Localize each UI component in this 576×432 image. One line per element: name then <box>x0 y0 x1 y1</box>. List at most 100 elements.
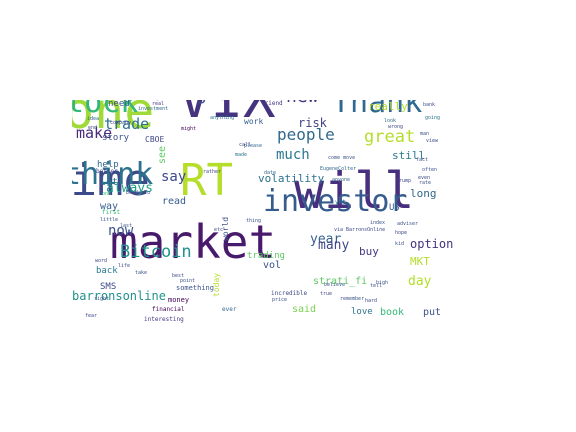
word-believe-94: believe <box>324 281 346 288</box>
word-point-92: point <box>180 277 196 284</box>
word-work-52: work <box>244 117 264 127</box>
word-kid-114: kid <box>395 240 405 247</box>
word-something-53: something <box>176 284 214 293</box>
word-now-20: now <box>108 223 134 240</box>
word-volatility-28: volatility <box>258 171 325 185</box>
word-price-67: price <box>272 296 288 303</box>
word-bank-80: bank <box>423 101 436 108</box>
word-often-108: often <box>422 166 438 173</box>
word-real-78: real <box>152 100 165 107</box>
word-think-8: think <box>72 156 154 192</box>
word-look-82: look <box>384 117 397 124</box>
word-date-75: date <box>264 169 277 176</box>
word-vix-2: VIX <box>178 100 276 126</box>
word-better-63: better <box>96 167 118 175</box>
word-buy-34: buy <box>359 244 379 258</box>
word-say-18: say <box>161 169 187 186</box>
word-world-55: world <box>221 217 230 242</box>
word-make-16: make <box>76 124 113 143</box>
word-ever-66: ever <box>222 305 237 313</box>
word-maxnrgmax-11: maxnrgmax <box>142 100 240 104</box>
word-cloud: marketwillVIXonetimeRTstockThankthinkinv… <box>72 100 504 330</box>
word-anything-71: anything <box>210 114 235 121</box>
word-thing-70: thing <box>246 217 262 224</box>
word-fear-102: fear <box>85 312 98 319</box>
word-thank-7: Thank <box>332 100 423 120</box>
word-yet-65: yet <box>335 198 346 206</box>
word-trade-17: trade <box>104 115 150 134</box>
word-day-25: day <box>408 273 432 289</box>
word-please-76: please <box>244 142 263 149</box>
word-made-74: made <box>235 151 248 158</box>
word-tell-98: tell <box>370 282 383 289</box>
word-best-91: best <box>172 272 185 279</box>
word-many-24: many <box>318 237 350 253</box>
word-might-69: might <box>181 125 197 132</box>
word-incredible-58: incredible <box>271 289 308 297</box>
word-stock-6: stock <box>72 100 139 120</box>
word-rate-85: rate <box>419 179 432 186</box>
word-end-115: end <box>88 124 98 131</box>
word-market-0: market <box>110 214 277 269</box>
word-going-81: going <box>425 114 441 121</box>
word-long-32: long <box>410 186 437 200</box>
word-love-37: love <box>351 307 373 318</box>
word-etc-93: etc <box>214 226 224 233</box>
word-little-105: little <box>100 216 119 223</box>
word-investment-62: investment <box>138 105 169 112</box>
word-fact-83: fact <box>416 156 429 163</box>
word-back-46: back <box>96 266 118 277</box>
word-take-103: take <box>135 269 148 276</box>
word-always-22: always <box>106 180 153 196</box>
word-dondorvu-116: DondorVu <box>126 189 151 196</box>
word-money-54: money <box>168 296 190 305</box>
word-via-barronsonline-88: via BarronsOnline <box>334 226 386 233</box>
word-first-64: first <box>102 208 121 216</box>
word-hope-113: hope <box>395 229 408 236</box>
word-vol-41: vol <box>263 259 282 271</box>
word-anyone-72: anyone <box>332 176 351 183</box>
word-us-56: US <box>389 203 400 214</box>
word-cboe-49: CBOE <box>145 135 165 145</box>
word-remember-96: remember <box>340 295 365 302</box>
word-great-14: great <box>364 126 416 147</box>
word-trump-86: Trump <box>396 177 412 184</box>
word-friend-59: friend <box>261 100 283 107</box>
word-mkt-33: MKT <box>410 254 430 268</box>
word-today-57: today <box>212 273 221 298</box>
word-company-77: company <box>110 119 132 126</box>
word-year-23: year <box>310 231 342 247</box>
word-new-12: new <box>286 100 319 106</box>
word-really-30: really <box>368 100 408 113</box>
word-strati-fi-39: strati_fi <box>313 275 368 287</box>
word-rt-5: RT <box>180 154 233 206</box>
word-one-109: one <box>102 190 112 197</box>
word-people-13: people <box>277 125 335 145</box>
word-life-111: life <box>118 262 131 269</box>
word-option-26: option <box>410 236 454 251</box>
word-book-35: book <box>380 306 405 318</box>
word-lot-43: lot <box>100 176 119 188</box>
word-financial-61: financial <box>152 305 185 313</box>
word-adviser-87: adviser <box>397 220 419 227</box>
word-word-100: word <box>95 257 108 264</box>
word-index-112: index <box>370 219 386 226</box>
word-bitcoin-15: Bitcoin <box>120 241 192 262</box>
word-see-51: see <box>157 145 168 164</box>
word-eugenecolter-89: EugeneColter <box>320 165 357 172</box>
word-last-110: last <box>120 222 133 229</box>
word-rather-68: rather <box>203 168 222 175</box>
word-way-44: way <box>100 200 119 212</box>
word-wrong-104: wrong <box>388 123 404 130</box>
word-high-99: high <box>376 279 389 286</box>
word-will-1: will <box>294 161 415 220</box>
word-one-3: one <box>72 100 155 140</box>
word-need-50: need <box>108 100 130 110</box>
word-still-31: still <box>392 148 426 162</box>
word-put-36: put <box>423 306 442 318</box>
word-right-101: right <box>94 295 110 302</box>
word-investor-9: investor <box>263 183 408 219</box>
word-barronsonline-27: barronsonline <box>72 288 166 303</box>
word-read-42: read <box>162 195 187 207</box>
word-help-45: help <box>97 160 119 171</box>
